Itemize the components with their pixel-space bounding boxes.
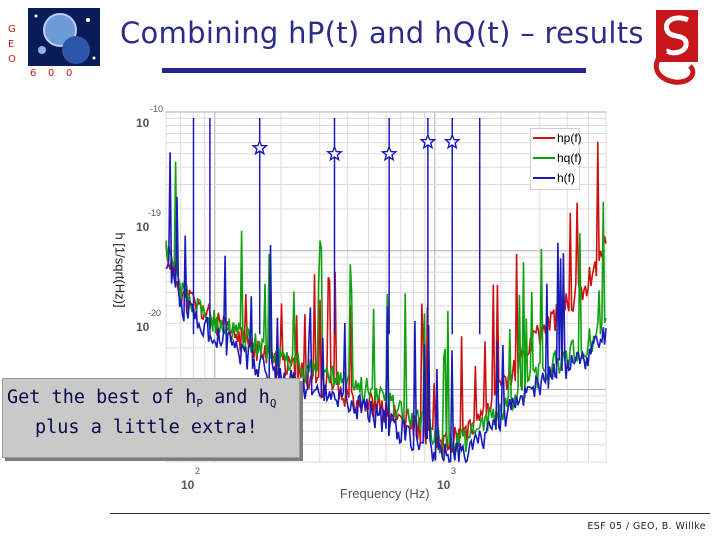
legend-swatch: [533, 177, 555, 179]
logo-letter-g: G: [8, 24, 16, 35]
star-icon: [251, 139, 269, 156]
geo600-logo: G E O 6 0 0: [6, 6, 106, 88]
x-axis-label: Frequency (Hz): [340, 486, 430, 501]
legend-item-h: h(f): [533, 171, 575, 185]
x-tick-label: 10 3: [437, 466, 457, 492]
series-line-hf: [165, 152, 607, 464]
legend-label: h(f): [557, 171, 575, 185]
star-icon: [419, 133, 437, 150]
star-icon: [443, 133, 461, 150]
footer-divider: [110, 513, 710, 514]
star-icon: [380, 145, 398, 162]
chart-legend: hp(f) hq(f) h(f): [530, 128, 582, 190]
logo-digit-0a: 0: [48, 68, 55, 79]
logo-digit-0b: 0: [66, 68, 73, 79]
legend-label: hq(f): [557, 151, 582, 165]
y-tick-label: 10 -10: [136, 104, 164, 130]
logo-letter-e: E: [8, 39, 15, 50]
logo-letter-o: O: [8, 54, 16, 65]
callout-line-1: Get the best of hP and hQ: [7, 387, 277, 410]
legend-label: hp(f): [557, 131, 582, 145]
logo-digit-6: 6: [30, 68, 37, 79]
legend-item-hq: hq(f): [533, 151, 582, 165]
star-icon: [325, 145, 344, 162]
callout-box: Get the best of hP and hQ plus a little …: [2, 378, 300, 458]
aei-logo: [644, 8, 710, 92]
callout-line-2: plus a little extra!: [35, 417, 258, 438]
title-underline: [162, 68, 586, 73]
y-axis-label: h [1/sqrt(Hz)]: [112, 232, 128, 308]
y-tick-label: 10 -19: [136, 208, 162, 234]
x-tick-label: 10 2: [181, 466, 201, 492]
footer-credit: ESF 05 / GEO, B. Willke: [587, 521, 706, 532]
y-tick-label: 10 -20: [136, 308, 162, 334]
legend-swatch: [533, 137, 555, 139]
legend-item-hp: hp(f): [533, 131, 582, 145]
legend-swatch: [533, 157, 555, 159]
page-title: Combining h​P(t) and h​Q(t) – results: [120, 16, 644, 50]
